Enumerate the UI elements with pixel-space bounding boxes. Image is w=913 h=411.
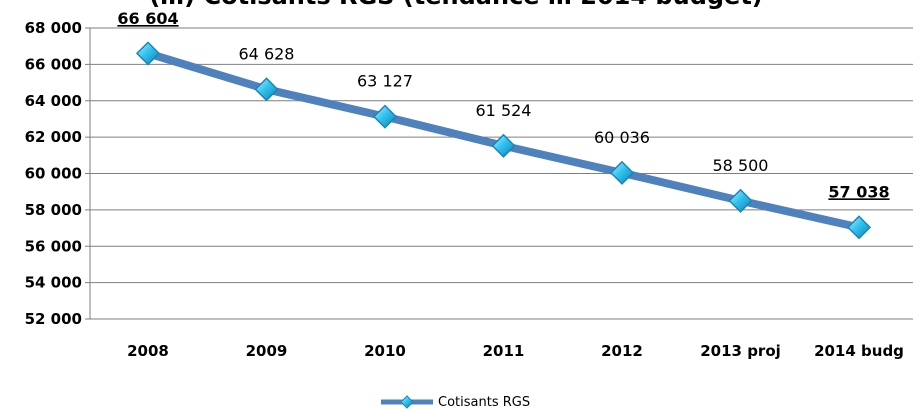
y-tick-label: 54 000 <box>25 274 82 292</box>
y-axis-ticks: 52 000 54 000 56 000 58 000 60 000 62 000 64 0… <box>25 19 91 328</box>
data-label: 61 524 <box>476 101 532 120</box>
x-axis-ticks: 2008 2009 2010 2011 2012 2013 proj 2014 budg <box>127 342 904 360</box>
data-label: 60 036 <box>594 128 650 147</box>
x-tick-label: 2010 <box>364 342 406 360</box>
chart-title: (…) Cotisants RGS (tendance … 2014 budge… <box>149 0 763 10</box>
data-labels: 66 604 64 628 63 127 61 524 60 036 58 500 57 0… <box>117 9 889 201</box>
data-label: 63 127 <box>357 72 413 91</box>
y-tick-label: 62 000 <box>25 128 82 146</box>
x-tick-label: 2012 <box>601 342 643 360</box>
data-point-marker <box>135 41 161 66</box>
y-tick-label: 60 000 <box>25 165 82 183</box>
x-tick-label: 2014 budg <box>814 342 904 360</box>
data-label: 66 604 <box>117 9 178 28</box>
data-point-marker <box>728 188 753 213</box>
legend: Cotisants RGS <box>381 395 530 410</box>
x-tick-label: 2011 <box>483 342 525 360</box>
y-tick-label: 52 000 <box>25 310 82 328</box>
data-label: 64 628 <box>239 44 295 63</box>
y-tick-label: 66 000 <box>25 55 82 73</box>
data-point-marker <box>372 104 398 129</box>
legend-marker-swatch <box>400 395 414 409</box>
y-tick-label: 64 000 <box>25 92 82 110</box>
legend-label: Cotisants RGS <box>438 395 530 410</box>
x-tick-label: 2009 <box>246 342 288 360</box>
x-tick-label: 2008 <box>127 342 169 360</box>
data-label: 57 038 <box>828 182 889 201</box>
data-point-marker <box>254 77 279 102</box>
x-tick-label: 2013 proj <box>700 342 781 360</box>
series-cotisants-rgs <box>135 41 872 240</box>
data-point-marker <box>491 133 516 158</box>
y-tick-label: 58 000 <box>25 201 82 219</box>
y-tick-label: 68 000 <box>25 19 82 37</box>
data-label: 58 500 <box>713 156 769 175</box>
data-point-marker <box>846 215 872 240</box>
y-tick-label: 56 000 <box>25 237 82 255</box>
data-point-marker <box>609 160 635 185</box>
